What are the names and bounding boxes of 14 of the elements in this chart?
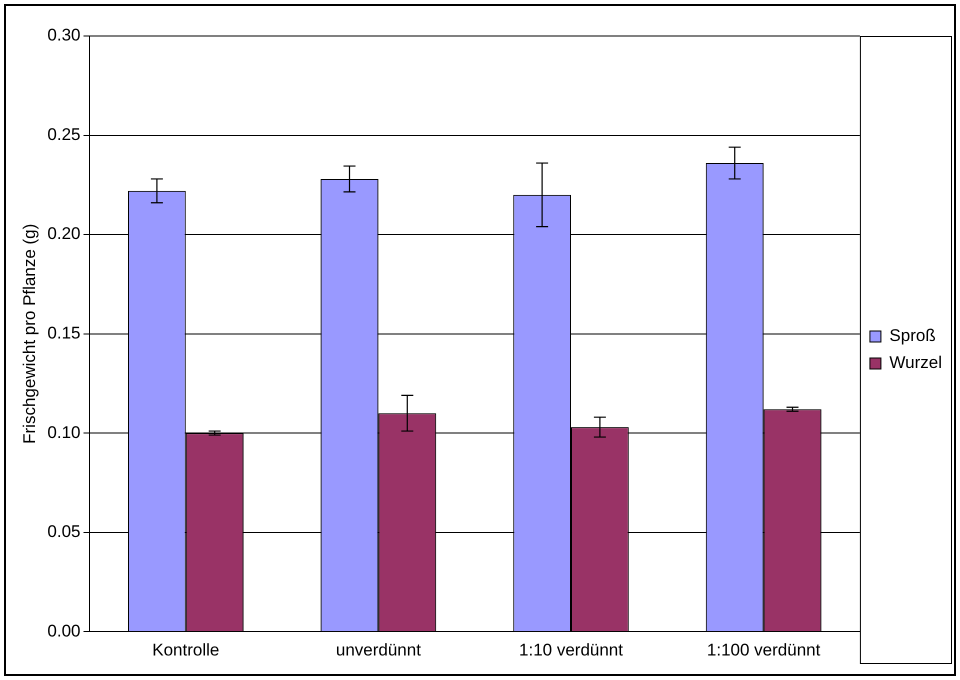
x-tick-label: unverdünnt xyxy=(336,640,422,660)
x-tick-label: Kontrolle xyxy=(152,640,220,660)
x-tick-label: 1:10 verdünnt xyxy=(519,640,624,660)
y-tick-label: 0.00 xyxy=(47,621,80,640)
y-tick-label: 0.25 xyxy=(47,124,80,144)
y-tick-label: 0.10 xyxy=(47,422,80,442)
legend-label: Wurzel xyxy=(889,353,942,372)
legend-label: Sproß xyxy=(889,326,936,346)
y-tick-label: 0.20 xyxy=(47,224,80,244)
y-tick-label: 0.15 xyxy=(47,323,80,342)
y-axis-title: Frischgewicht pro Pflanze (g) xyxy=(20,224,39,444)
y-tick-label: 0.30 xyxy=(47,26,80,45)
y-tick-label: 0.05 xyxy=(47,522,80,542)
x-tick-label: 1:100 verdünnt xyxy=(706,640,821,660)
